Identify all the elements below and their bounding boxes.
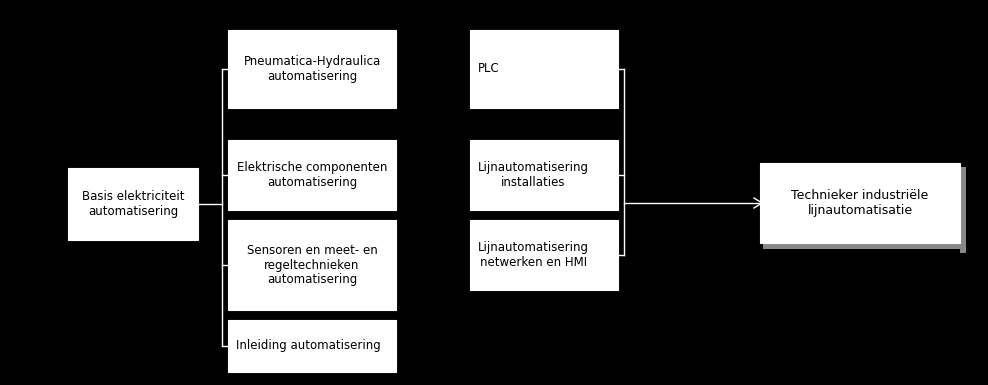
Bar xyxy=(470,30,618,108)
Bar xyxy=(960,167,966,253)
Text: Sensoren en meet- en
regeltechnieken
automatisering: Sensoren en meet- en regeltechnieken aut… xyxy=(247,243,377,286)
Bar xyxy=(68,168,198,240)
Text: Lijnautomatisering
installaties: Lijnautomatisering installaties xyxy=(478,161,589,189)
Bar xyxy=(470,220,618,290)
Bar xyxy=(228,30,396,108)
Text: Technieker industriële
lijnautomatisatie: Technieker industriële lijnautomatisatie xyxy=(791,189,929,217)
Bar xyxy=(760,163,960,243)
Bar xyxy=(228,320,396,372)
Text: Elektrische componenten
automatisering: Elektrische componenten automatisering xyxy=(237,161,387,189)
Bar xyxy=(228,140,396,210)
Bar xyxy=(763,243,963,249)
Text: Inleiding automatisering: Inleiding automatisering xyxy=(236,340,380,353)
Text: Pneumatica-Hydraulica
automatisering: Pneumatica-Hydraulica automatisering xyxy=(243,55,380,83)
Text: PLC: PLC xyxy=(478,62,500,75)
Bar xyxy=(470,140,618,210)
Text: Lijnautomatisering
netwerken en HMI: Lijnautomatisering netwerken en HMI xyxy=(478,241,589,269)
Text: Basis elektriciteit
automatisering: Basis elektriciteit automatisering xyxy=(82,190,184,218)
Bar xyxy=(228,220,396,310)
